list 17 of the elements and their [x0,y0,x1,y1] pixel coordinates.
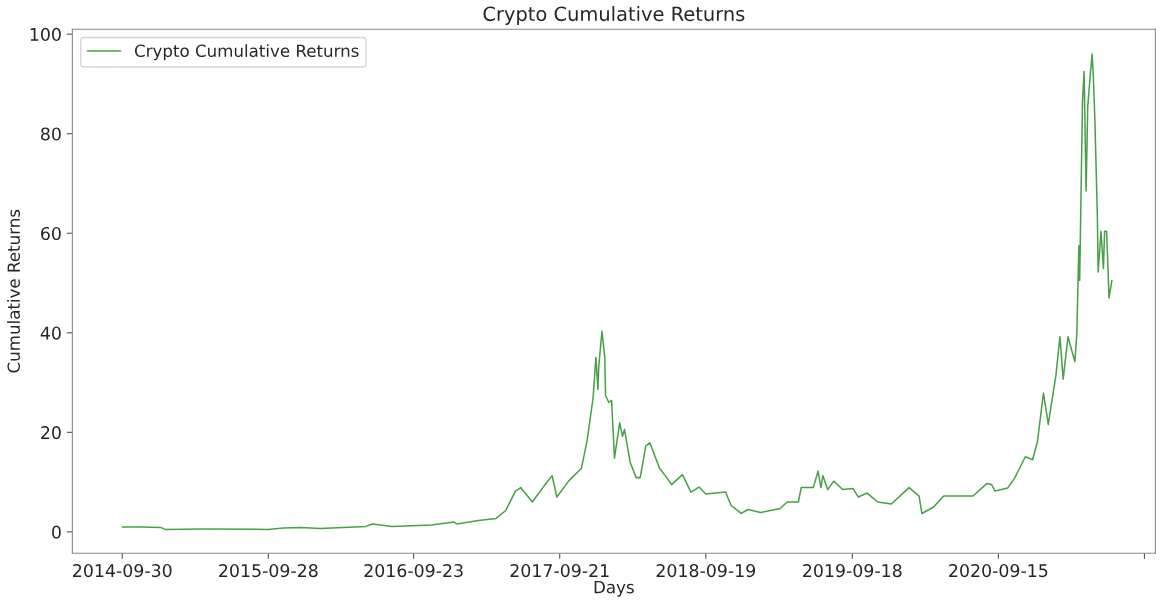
y-tick-label: 80 [41,127,61,141]
chart-title: Crypto Cumulative Returns [483,6,745,25]
x-tick-label: 2019-09-18 [803,564,902,578]
x-axis-title: Days [594,581,634,597]
x-tick-label: 2015-09-28 [219,564,318,578]
y-tick-label: 100 [30,27,61,41]
y-tick-label: 20 [41,426,61,440]
legend-label: Crypto Cumulative Returns [134,44,359,61]
x-tick-label: 2014-09-30 [73,564,172,578]
y-tick-label: 40 [40,326,61,340]
y-tick-label: 0 [52,525,61,539]
x-tick-label: 2017-09-21 [510,564,609,578]
x-tick-label: 2016-09-23 [364,564,463,578]
x-tick-label: 2020-09-15 [949,564,1048,578]
y-axis-title: Cumulative Returns [7,209,21,373]
y-tick-label: 60 [41,226,61,241]
x-tick-label: 2018-09-19 [656,564,756,578]
